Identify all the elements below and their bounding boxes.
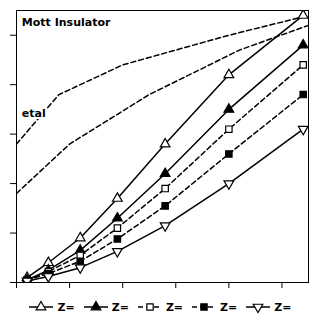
html-text:Z=: Z=: [274, 300, 292, 314]
html-text:Z=: Z=: [165, 300, 184, 314]
html-text:Z=: Z=: [111, 300, 129, 314]
svg-text:Mott Insulator: Mott Insulator: [22, 16, 111, 29]
html-text:Z=: Z=: [57, 300, 75, 314]
html-text:Z=: Z=: [220, 300, 238, 314]
svg-text:etal: etal: [22, 107, 46, 120]
